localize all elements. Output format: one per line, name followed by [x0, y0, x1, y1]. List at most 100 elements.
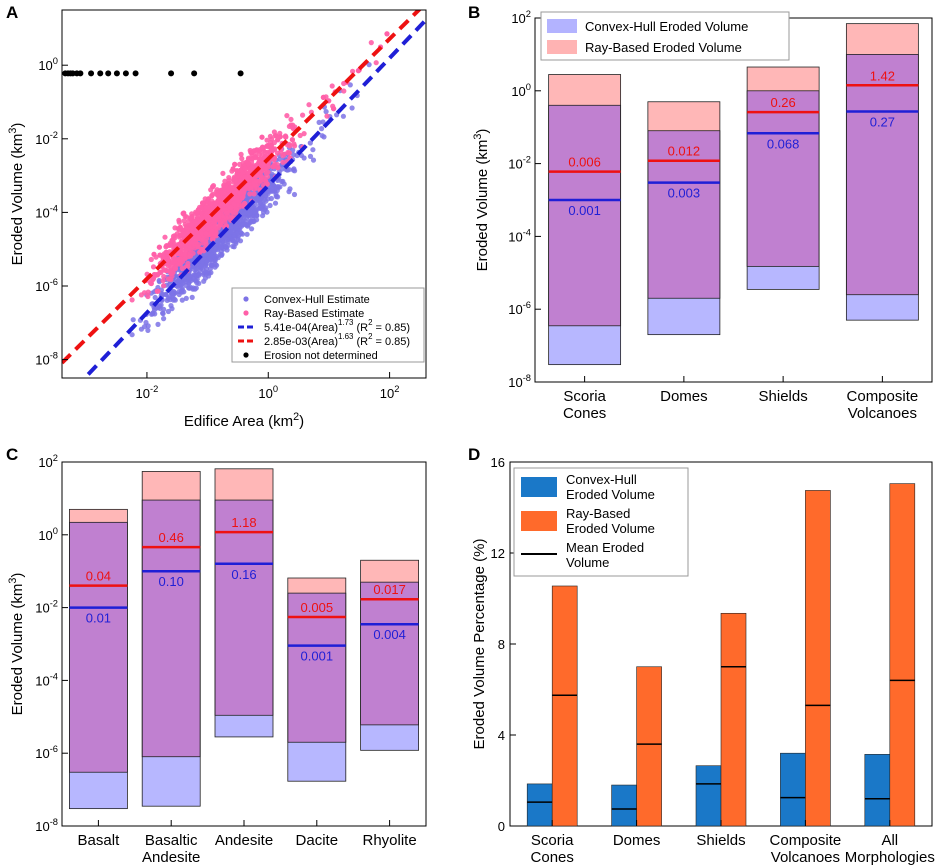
ray-point [215, 192, 221, 198]
ray-point [213, 201, 219, 207]
ray-point [259, 134, 265, 140]
mean-convex-label: 0.001 [568, 203, 601, 218]
panel-a-chart: 10-2 100 102 100 10-2 10-4 10-6 10-8 Edifice Are… [7, 9, 427, 430]
convex-point [179, 297, 185, 303]
ray-point [277, 134, 283, 140]
ray-point [181, 227, 187, 233]
ray-point [164, 255, 170, 261]
not-determined-point [113, 70, 120, 77]
ray-point [282, 134, 289, 140]
ray-point [324, 113, 330, 119]
panel-letter-c: C [6, 445, 18, 464]
ray-point [220, 170, 226, 176]
y-tick-label: 102 [511, 9, 531, 26]
ray-bar [805, 490, 831, 827]
ray-point [179, 243, 185, 249]
convex-point [172, 297, 178, 303]
ray-point [194, 210, 200, 216]
ray-point [196, 234, 202, 240]
ray-point [160, 255, 166, 261]
convex-point [274, 187, 280, 194]
legend-label: Volume [566, 555, 609, 570]
ray-point [233, 177, 239, 183]
y-tick-label: 10-2 [35, 599, 58, 616]
convex-point [310, 157, 317, 163]
ray-point [224, 210, 230, 216]
convex-point [199, 259, 206, 265]
ray-point [205, 196, 212, 202]
ray-point [289, 137, 295, 143]
mean-ray-label: 1.42 [870, 68, 895, 83]
ray-point [163, 249, 169, 255]
convex-point [210, 262, 216, 268]
x-tick-label: 10-2 [136, 384, 159, 401]
panel-b-legend-box [540, 11, 790, 61]
ray-point [239, 156, 245, 162]
ray-point [199, 231, 205, 237]
convex-point [189, 294, 195, 300]
ray-point [252, 154, 259, 160]
convex-point [203, 263, 209, 269]
ray-point [189, 222, 195, 228]
ray-point [292, 124, 298, 130]
legend-label: 2.85e-03(Area)1.63 (R2 = 0.85) [264, 332, 410, 348]
mean-ray-label: 0.012 [668, 144, 701, 159]
ray-point [151, 251, 157, 257]
convex-point [138, 326, 144, 332]
ray-point [199, 246, 205, 252]
convex-point [165, 308, 171, 315]
ray-point [161, 283, 167, 289]
ray-point [228, 204, 234, 211]
category-label: Composite [847, 388, 919, 405]
y-tick-label: 10-2 [508, 155, 531, 172]
convex-point [160, 292, 166, 298]
y-tick-label: 8 [498, 637, 505, 652]
ray-point [233, 207, 240, 213]
ray-point [164, 243, 170, 249]
category-label: Scoria [563, 388, 606, 405]
convex-point [225, 239, 231, 245]
ray-point [205, 225, 211, 231]
legend-swatch-ray [547, 40, 577, 54]
legend-label: Ray-Based [566, 506, 630, 521]
legend-swatch-convex [521, 477, 557, 497]
ray-point [190, 239, 196, 245]
y-axis-label: Eroded Volume (km3) [7, 123, 26, 266]
convex-point [145, 327, 151, 333]
ray-point [275, 165, 281, 171]
convex-point [280, 178, 286, 184]
ray-point [161, 273, 167, 280]
ray-point [150, 264, 157, 270]
convex-bar [864, 754, 891, 827]
convex-point [256, 197, 262, 203]
category-label: Scoria [531, 832, 574, 849]
convex-range-outline [647, 130, 721, 336]
convex-point [203, 269, 209, 275]
convex-point [316, 119, 322, 125]
convex-point [233, 225, 240, 231]
ray-point [209, 228, 215, 235]
convex-point [307, 140, 313, 146]
overlap-bar [548, 105, 621, 326]
y-tick-label: 10-8 [35, 817, 58, 834]
ray-point [213, 214, 219, 220]
convex-point [258, 205, 264, 211]
ray-point [286, 150, 292, 156]
ray-point [248, 185, 254, 191]
ray-point [183, 264, 189, 270]
ray-point [203, 231, 209, 237]
ray-point [234, 172, 241, 179]
convex-point [170, 292, 176, 298]
convex-point [183, 279, 189, 285]
convex-point [239, 231, 246, 237]
ray-point [210, 236, 216, 242]
mean-ray-label: 0.017 [373, 582, 406, 597]
y-axis-label: Eroded Volume (km3) [472, 129, 491, 272]
convex-point [319, 133, 325, 139]
ray-point [223, 223, 229, 229]
y-axis-label: Eroded Volume Percentage (%) [471, 539, 488, 750]
ray-bar [889, 483, 916, 827]
x-tick-label: 102 [380, 384, 400, 401]
category-label: Domes [613, 832, 661, 849]
ray-point [165, 276, 171, 282]
